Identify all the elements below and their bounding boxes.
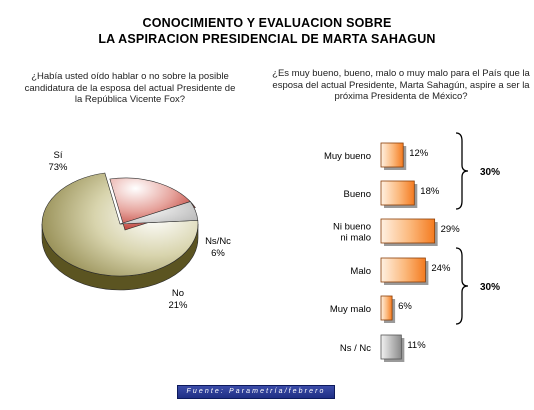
source-footer: Fuente: Parametría/febrero 2004 xyxy=(177,385,335,407)
bar-value-label: 11% xyxy=(407,340,426,351)
source-footer-text: Fuente: Parametría/febrero 2004 xyxy=(186,388,326,407)
bar-value-label: 12% xyxy=(409,148,429,159)
bar-category-label: Malo xyxy=(350,266,371,277)
bar-ns-nc xyxy=(380,334,402,360)
bar-value-label: 6% xyxy=(398,301,412,312)
pie-slice-s xyxy=(41,172,199,277)
group-bracket xyxy=(455,247,469,325)
bar-category-label: Bueno xyxy=(344,189,371,200)
bar-value-label: 24% xyxy=(431,263,451,274)
chart-title-line-1: CONOCIMIENTO Y EVALUACION SOBRE xyxy=(142,16,392,30)
bar-muy-malo xyxy=(380,295,393,321)
bar-category-label: ni malo xyxy=(340,233,371,244)
bar-value-label: 18% xyxy=(420,186,440,197)
bar-category-label: Muy bueno xyxy=(324,151,371,162)
bar-ni-bueno-ni-malo xyxy=(380,218,436,244)
bar-category-label: Ni bueno xyxy=(333,222,371,233)
bar-question: ¿Es muy bueno, bueno, malo o muy malo pa… xyxy=(272,68,530,102)
group-total-label: 30% xyxy=(480,167,500,178)
pie-value-no: 21% xyxy=(168,300,188,311)
bar-muy-bueno xyxy=(380,142,404,168)
bar-bueno xyxy=(380,180,415,206)
bar-category-label: Ns / Nc xyxy=(340,343,371,354)
pie-value-s: 73% xyxy=(48,162,68,173)
pie-label-s: Sí xyxy=(54,150,63,161)
group-total-label: 30% xyxy=(480,282,500,293)
pie-slice-nsnc xyxy=(119,201,199,225)
bar-category-label: Muy malo xyxy=(330,304,371,315)
pie-question: ¿Había usted oído hablar o no sobre la p… xyxy=(24,71,236,105)
bar-value-label: 29% xyxy=(441,224,461,235)
bar-malo xyxy=(380,257,426,283)
group-bracket xyxy=(455,132,469,210)
chart-title-line-2: LA ASPIRACION PRESIDENCIAL DE MARTA SAHA… xyxy=(98,32,436,46)
pie-label-nsnc: Ns/Nc xyxy=(205,236,231,247)
pie-label-no: No xyxy=(172,288,184,299)
pie-value-nsnc: 6% xyxy=(211,248,225,259)
